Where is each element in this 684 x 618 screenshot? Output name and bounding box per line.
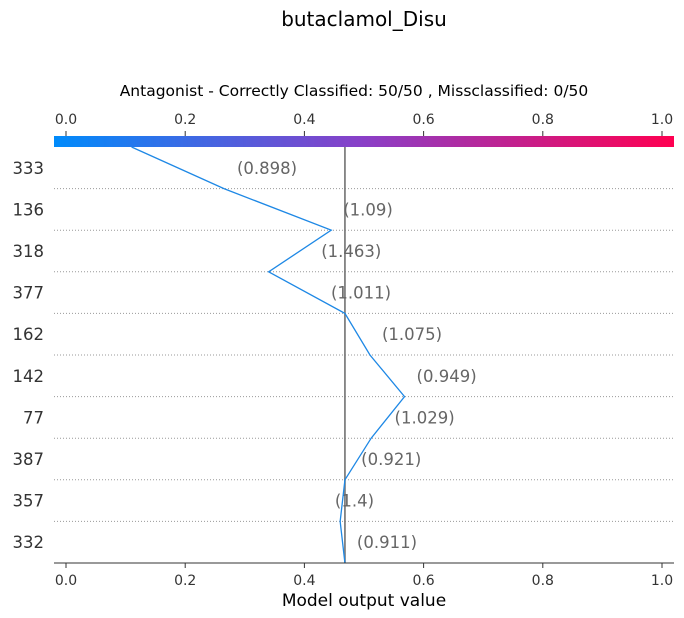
top-tick-label: 1.0 [651,112,673,128]
top-tick-label: 0.8 [532,112,554,128]
top-tick-label: 0.2 [174,112,196,128]
feature-value-annotation: (1.075) [382,325,442,344]
feature-value-annotation: (0.898) [237,159,297,178]
feature-value-annotation: (0.911) [357,533,417,552]
top-tick-label: 0.6 [412,112,434,128]
chart-title: butaclamol_Disu [281,7,447,31]
decision-path-line [131,146,406,564]
colorbar [54,136,674,147]
feature-label: 377 [13,284,45,303]
bottom-tick-label: 0.4 [293,573,315,589]
feature-value-annotation: (0.949) [417,367,477,386]
feature-label: 387 [13,450,45,469]
bottom-tick-label: 0.6 [412,573,434,589]
bottom-tick-label: 0.2 [174,573,196,589]
top-tick-label: 0.0 [55,112,77,128]
feature-value-annotation: (1.011) [331,284,391,303]
feature-label: 162 [13,325,45,344]
feature-label: 333 [13,159,45,178]
feature-value-annotation: (0.921) [361,450,421,469]
bottom-tick-label: 1.0 [651,573,673,589]
feature-label: 318 [13,242,45,261]
feature-rows: 333 (0.898) 136 (1.09) 318 (1.463) 377 (1.011) 1… [13,159,477,552]
top-axis: 0.0 0.2 0.4 0.6 0.8 1.0 [55,112,673,136]
chart-subtitle: Antagonist - Correctly Classified: 50/50… [120,82,589,100]
bottom-axis: 0.0 0.2 0.4 0.6 0.8 1.0 [54,562,674,589]
feature-value-annotation: (1.09) [343,200,393,219]
bottom-tick-label: 0.8 [532,573,554,589]
feature-label: 357 [13,492,45,511]
gridlines [54,188,674,522]
bottom-tick-label: 0.0 [55,573,77,589]
feature-label: 142 [13,367,45,386]
feature-value-annotation: (1.029) [395,408,455,427]
x-axis-label: Model output value [282,591,446,611]
feature-label: 332 [13,533,45,552]
feature-label: 77 [23,408,44,427]
feature-label: 136 [13,200,45,219]
feature-value-annotation: (1.463) [321,242,381,261]
feature-value-annotation: (1.4) [335,492,374,511]
top-tick-label: 0.4 [293,112,315,128]
